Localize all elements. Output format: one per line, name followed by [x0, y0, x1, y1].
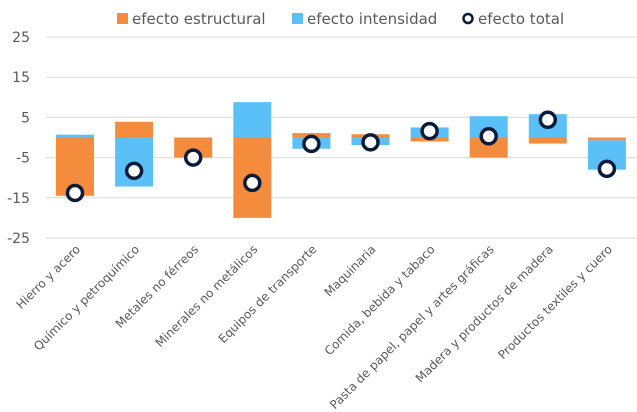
- x-tick-label: Productos textiles y cuero: [495, 242, 615, 362]
- total-marker: [361, 133, 380, 152]
- total-marker: [597, 159, 617, 179]
- total-markers: [65, 110, 617, 203]
- y-tick-label: -5: [16, 151, 30, 167]
- bar-efecto-estructural: [115, 121, 154, 138]
- total-marker: [183, 148, 203, 167]
- total-marker: [302, 134, 321, 154]
- total-marker: [243, 173, 262, 193]
- bar-efecto-estructural: [174, 137, 213, 158]
- y-axis: 25 15 5 -5 -15 -25: [7, 30, 30, 247]
- total-marker: [538, 110, 558, 130]
- legend-label: efecto total: [478, 10, 564, 28]
- x-tick-label: Minerales no metálicos: [153, 242, 261, 350]
- y-tick-label: 25: [12, 30, 30, 46]
- x-tick-label: Comida, bebida y tabaco: [322, 242, 438, 358]
- total-marker: [124, 161, 144, 181]
- legend-swatch: [292, 13, 303, 24]
- bar-efecto-estructural: [587, 137, 626, 141]
- x-tick-label: Maquinaria: [321, 242, 378, 299]
- legend-swatch: [117, 13, 128, 24]
- legend: efecto estructural efecto intensidad efect…: [117, 10, 564, 28]
- y-tick-label: -25: [7, 231, 30, 247]
- bar-efecto-intensidad: [469, 116, 508, 138]
- legend-swatch: [462, 12, 474, 25]
- x-tick-label: Químico y petroquímico: [31, 242, 142, 353]
- total-marker: [420, 121, 439, 141]
- bar-efecto-estructural: [469, 137, 508, 158]
- bar-efecto-intensidad: [233, 102, 272, 138]
- y-tick-label: -15: [7, 191, 30, 207]
- bar-efecto-intensidad: [56, 134, 94, 138]
- total-marker: [65, 183, 85, 203]
- legend-label: efecto intensidad: [307, 10, 437, 28]
- y-tick-label: 5: [21, 110, 30, 126]
- total-marker: [479, 127, 498, 146]
- bar-efecto-estructural: [528, 137, 567, 144]
- y-tick-label: 15: [12, 70, 30, 86]
- x-tick-label: Equipos de transporte: [216, 242, 320, 346]
- legend-label: efecto estructural: [132, 10, 266, 28]
